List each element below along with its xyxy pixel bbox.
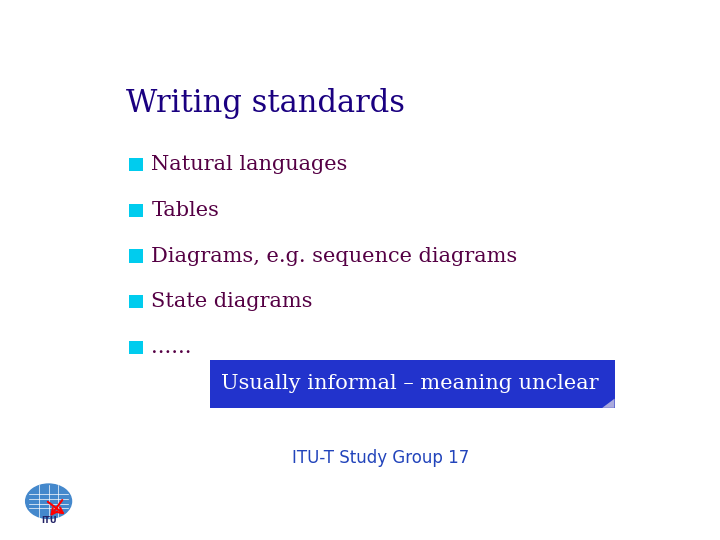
Text: Writing standards: Writing standards [126, 87, 405, 119]
FancyBboxPatch shape [210, 360, 615, 408]
Text: Usually informal – meaning unclear: Usually informal – meaning unclear [221, 374, 599, 394]
FancyBboxPatch shape [129, 341, 143, 354]
Text: Natural languages: Natural languages [151, 155, 348, 174]
Text: ......: ...... [151, 338, 192, 357]
Text: Tables: Tables [151, 201, 220, 220]
Polygon shape [602, 399, 615, 408]
FancyBboxPatch shape [129, 295, 143, 308]
FancyBboxPatch shape [129, 204, 143, 217]
Text: ITU-T Study Group 17: ITU-T Study Group 17 [292, 449, 469, 467]
Circle shape [26, 484, 71, 518]
FancyBboxPatch shape [129, 158, 143, 171]
Text: Diagrams, e.g. sequence diagrams: Diagrams, e.g. sequence diagrams [151, 247, 518, 266]
Text: State diagrams: State diagrams [151, 292, 313, 311]
FancyBboxPatch shape [129, 249, 143, 263]
Text: ITU: ITU [41, 516, 56, 525]
